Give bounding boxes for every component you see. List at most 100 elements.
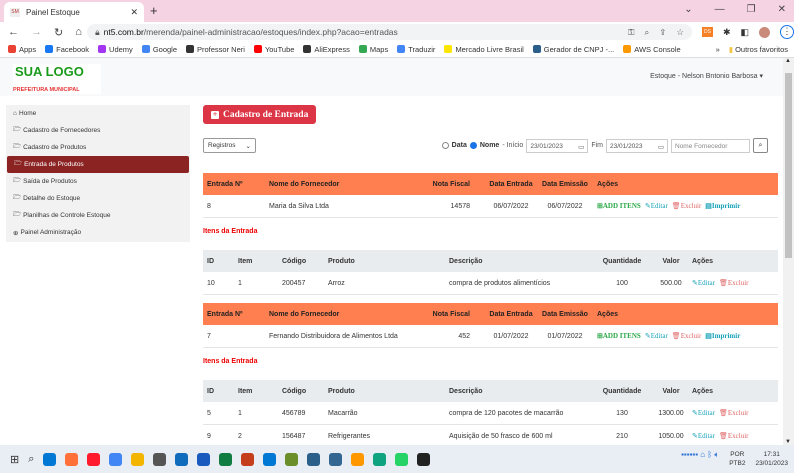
taskbar-app-icon-4[interactable]: [131, 452, 145, 466]
taskbar-app-icon-1[interactable]: [65, 452, 79, 466]
star-icon[interactable]: ☆: [676, 26, 684, 37]
taskbar-app-icon-0[interactable]: [43, 452, 57, 466]
bookmark-9[interactable]: Mercado Livre Brasil: [444, 45, 524, 54]
bookmark-2[interactable]: Udemy: [98, 45, 133, 54]
print-button[interactable]: ▤Imprimir: [705, 202, 740, 210]
search-icon[interactable]: ⌕: [28, 452, 35, 465]
scrollbar-thumb[interactable]: [785, 73, 792, 258]
delete-button[interactable]: 🗑︎Excluir: [719, 409, 749, 417]
tab-search-icon[interactable]: ⌄: [684, 4, 693, 15]
delete-button[interactable]: 🗑︎Excluir: [719, 432, 749, 440]
restore-icon[interactable]: ❐: [746, 4, 756, 15]
add-items-button[interactable]: ⊞ADD ITENS: [597, 202, 641, 210]
sidebar-item-4[interactable]: 🗁︎ Saída de Produtos: [6, 173, 190, 190]
language-indicator[interactable]: POR PTB2: [729, 450, 745, 468]
cadastro-entrada-button[interactable]: + Cadastro de Entrada: [203, 105, 317, 124]
add-items-button[interactable]: ⊞ADD ITENS: [597, 332, 641, 340]
edit-button[interactable]: ✎Editar: [645, 202, 668, 210]
taskbar-app-icon-14[interactable]: [351, 452, 365, 466]
back-icon[interactable]: ←: [8, 25, 19, 38]
scroll-up-icon[interactable]: ▲: [785, 58, 791, 64]
new-tab-icon[interactable]: +: [150, 3, 158, 18]
taskbar-app-icon-3[interactable]: [109, 452, 123, 466]
bookmark-icon: [141, 45, 150, 53]
taskbar-app-icon-6[interactable]: [175, 452, 189, 466]
browser-tab[interactable]: SM Painel Estoque ✕: [4, 2, 144, 22]
extension-ds-icon[interactable]: DS: [701, 27, 713, 37]
logo[interactable]: SUA LOGO PREFEITURA MUNICIPAL: [13, 64, 101, 94]
bookmark-0[interactable]: Apps: [8, 45, 36, 54]
taskbar-app-icon-9[interactable]: [241, 452, 255, 466]
edit-button[interactable]: ✎Editar: [692, 409, 715, 417]
edit-button[interactable]: ✎Editar: [645, 332, 668, 340]
radio-data[interactable]: [441, 142, 449, 149]
row-actions: ✎Editar 🗑︎Excluir: [688, 409, 778, 417]
delete-button[interactable]: 🗑︎Excluir: [672, 202, 702, 210]
sidebar-item-7[interactable]: ⊕ Painel Administração: [6, 224, 190, 241]
print-button[interactable]: ▤Imprimir: [705, 332, 740, 340]
taskbar-app-icon-7[interactable]: [197, 452, 211, 466]
scroll-down-icon[interactable]: ▼: [785, 439, 791, 445]
bookmark-11[interactable]: AWS Console: [623, 45, 681, 54]
taskbar-app-icon-17[interactable]: [417, 452, 431, 466]
taskbar-app-icon-5[interactable]: [153, 452, 167, 466]
reload-icon[interactable]: ↻: [54, 26, 64, 39]
url-input[interactable]: 🔒︎ nt5.com.br/merenda/painel-administraca…: [87, 24, 692, 40]
sidebar-item-1[interactable]: 🗁︎ Cadastro de Fornecedores: [6, 122, 190, 139]
bookmark-6[interactable]: AliExpress: [303, 45, 350, 54]
sidebar-item-3[interactable]: 🗁︎ Entrada de Produtos: [7, 156, 189, 173]
windows-start-icon[interactable]: ⊞: [10, 453, 20, 466]
user-menu[interactable]: Estoque - Nelson Bntonio Barbosa ▾: [650, 72, 763, 80]
bookmark-10[interactable]: Gerador de CNPJ -...: [532, 45, 614, 54]
edit-button[interactable]: ✎Editar: [692, 279, 715, 287]
other-bookmarks[interactable]: ▮ Outros favoritos: [729, 45, 794, 54]
delete-icon: 🗑︎: [671, 332, 681, 340]
taskbar-app-icon-15[interactable]: [373, 452, 387, 466]
column-header: Item: [238, 257, 253, 265]
fornecedor-search-input[interactable]: Nome Fornecedor: [671, 138, 750, 153]
taskbar-app-icon-8[interactable]: [219, 452, 233, 466]
side-panel-icon[interactable]: ◧: [740, 26, 749, 37]
taskbar-app-icon-11[interactable]: [285, 452, 299, 466]
sidebar-item-0[interactable]: ⌂ Home: [6, 105, 190, 122]
zoom-icon[interactable]: ⌕: [644, 26, 650, 37]
inicio-date-input[interactable]: 23/01/2023 ▭: [526, 138, 589, 153]
close-window-icon[interactable]: ✕: [777, 4, 786, 15]
minimize-icon[interactable]: —: [714, 4, 725, 15]
more-bookmarks-icon[interactable]: »: [715, 45, 720, 54]
forward-icon[interactable]: →: [31, 25, 42, 38]
sidebar-item-6[interactable]: 🗁︎ Planilhas de Controle Estoque: [6, 207, 190, 224]
taskbar-app-icon-12[interactable]: [307, 452, 321, 466]
search-button[interactable]: ⌕: [753, 138, 768, 153]
bookmark-1[interactable]: Facebook: [45, 45, 89, 54]
share-icon[interactable]: ⇪: [659, 26, 667, 37]
taskbar-app-icon-10[interactable]: [263, 452, 277, 466]
extensions-puzzle-icon[interactable]: ✱: [722, 26, 731, 37]
logo-subtitle: PREFEITURA MUNICIPAL: [13, 87, 80, 93]
key-icon[interactable]: ⚿: [628, 26, 635, 37]
clock[interactable]: 17:31 23/01/2023: [755, 450, 788, 468]
home-icon[interactable]: ⌂: [75, 25, 82, 38]
bookmark-3[interactable]: Google: [141, 45, 177, 54]
taskbar-app-icon-13[interactable]: [329, 452, 343, 466]
taskbar-app-icon-2[interactable]: [87, 452, 101, 466]
close-tab-icon[interactable]: ✕: [130, 6, 138, 17]
sidebar-item-2[interactable]: 🗁︎ Cadastro de Produtos: [6, 139, 190, 156]
scrollbar[interactable]: ▲ ▼: [783, 58, 794, 445]
bookmark-label: Facebook: [56, 45, 90, 54]
edit-button[interactable]: ✎Editar: [692, 432, 715, 440]
bookmark-4[interactable]: Professor Neri: [186, 45, 245, 54]
bookmark-5[interactable]: YouTube: [253, 45, 294, 54]
delete-button[interactable]: 🗑︎Excluir: [719, 279, 749, 287]
radio-nome[interactable]: [469, 142, 477, 149]
sidebar-item-5[interactable]: 🗁︎ Detalhe do Estoque: [6, 190, 190, 207]
tray-icons[interactable]: ▪▪▪▪▪▪ ⌂ ᛒ 🔈︎: [681, 450, 720, 459]
registros-select[interactable]: Registros ⌄: [203, 138, 256, 153]
avatar[interactable]: [759, 26, 770, 38]
bookmark-7[interactable]: Maps: [358, 45, 388, 54]
taskbar-app-icon-16[interactable]: [395, 452, 409, 466]
delete-button[interactable]: 🗑︎Excluir: [672, 332, 702, 340]
bookmark-8[interactable]: Traduzir: [397, 45, 435, 54]
menu-kebab-icon[interactable]: ⋮: [780, 25, 794, 39]
fim-date-input[interactable]: 23/01/2023 ▭: [606, 138, 668, 153]
